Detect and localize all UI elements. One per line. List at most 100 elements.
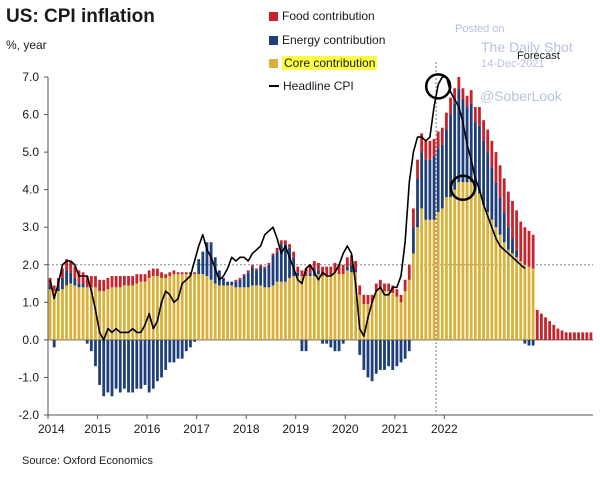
bar-core-76	[362, 304, 366, 340]
bar-food-58	[288, 244, 291, 248]
bar-food-14	[106, 277, 110, 290]
bar-food-11	[94, 276, 97, 288]
bar-core-14	[106, 289, 110, 340]
bar-food-49	[250, 264, 254, 267]
bar-energy-37	[201, 251, 205, 275]
bar-food-83	[391, 285, 395, 293]
bar-energy-7	[77, 283, 81, 288]
bar-core-2	[56, 291, 60, 340]
bar-core-52	[263, 287, 267, 340]
bar-core-111	[506, 249, 510, 340]
bar-core-101	[465, 182, 469, 340]
bar-core-81	[383, 291, 386, 340]
watermark-site: The Daily Shot	[481, 39, 573, 55]
bar-energy-79	[374, 339, 378, 374]
bar-core-4	[65, 285, 68, 340]
bar-food-31	[176, 272, 180, 275]
bar-core-23	[143, 281, 147, 340]
bar-food-16	[114, 276, 118, 288]
bar-food-19	[127, 276, 130, 286]
bar-energy-109	[498, 197, 502, 235]
food-swatch	[269, 11, 278, 21]
bar-food-21	[135, 274, 139, 284]
bar-energy-38	[205, 242, 209, 277]
bar-energy-89	[416, 178, 419, 228]
bar-food-72	[345, 257, 349, 267]
bar-food-53	[267, 262, 271, 265]
bar-energy-23	[143, 339, 147, 385]
y-tick-label-1: -1.0	[18, 370, 39, 384]
bar-food-46	[238, 277, 242, 280]
bar-food-67	[325, 266, 329, 277]
bar-core-87	[407, 279, 411, 340]
bar-core-97	[449, 197, 452, 340]
bar-food-77	[366, 294, 370, 305]
bar-energy-42	[222, 277, 225, 286]
bar-core-93	[432, 219, 436, 340]
bar-core-117	[531, 268, 535, 340]
bar-core-65	[317, 274, 320, 340]
x-tick-label-8: 2022	[431, 422, 458, 436]
bar-core-106	[486, 212, 490, 340]
bar-core-86	[403, 291, 407, 340]
bar-core-69	[333, 272, 337, 340]
bar-food-45	[234, 279, 238, 282]
y-tick-label-5: 3.0	[22, 220, 39, 234]
bar-core-107	[490, 219, 494, 340]
bar-energy-11	[94, 339, 97, 367]
bar-energy-86	[403, 339, 407, 359]
bar-food-116	[527, 230, 531, 267]
bar-energy-27	[160, 339, 163, 378]
bar-energy-102	[469, 103, 473, 183]
legend-energy: Energy contribution	[269, 33, 385, 47]
bar-energy-74	[354, 270, 357, 273]
bar-food-22	[139, 274, 143, 282]
bar-core-25	[151, 276, 155, 340]
bar-energy-4	[65, 270, 68, 286]
bar-core-89	[416, 227, 419, 340]
bar-food-88	[411, 208, 415, 228]
bar-energy-68	[329, 339, 333, 348]
bar-food-24	[147, 270, 151, 278]
bar-energy-19	[127, 339, 130, 393]
bar-food-64	[312, 261, 316, 269]
bar-energy-57	[284, 244, 287, 282]
axis-layer: -2.0 -1.0 0.0 1.0 2.0 3.0 4.0 5.0 6.0 7.0 2014 2015…	[18, 70, 593, 436]
bar-core-72	[345, 270, 349, 340]
bar-core-64	[312, 276, 316, 340]
bar-energy-84	[395, 339, 399, 367]
bar-core-82	[387, 291, 391, 340]
bar-energy-87	[407, 339, 411, 352]
bar-food-61	[300, 270, 304, 277]
bar-food-114	[519, 221, 523, 262]
bar-core-43	[226, 285, 230, 340]
bar-food-79	[374, 283, 378, 292]
bar-food-98	[453, 88, 457, 104]
bar-food-70	[337, 264, 341, 275]
bar-energy-31	[176, 339, 180, 359]
bar-food-10	[89, 276, 93, 288]
bar-energy-113	[515, 249, 519, 258]
bar-food-59	[292, 251, 296, 258]
bar-core-63	[308, 276, 312, 340]
bar-food-101	[465, 95, 469, 108]
legend-food-label: Food contribution	[282, 9, 375, 23]
bar-core-55	[275, 281, 279, 340]
bar-core-105	[482, 204, 485, 340]
bar-core-40	[213, 283, 217, 340]
bar-core-0	[48, 289, 52, 340]
bar-core-70	[337, 274, 341, 340]
bar-energy-105	[482, 140, 485, 205]
watermark-date: 14-Dec-2021	[481, 58, 545, 70]
y-tick-label-7: 5.0	[22, 145, 39, 159]
bar-core-114	[519, 261, 523, 340]
bar-food-96	[445, 112, 448, 130]
bar-food-97	[449, 97, 452, 115]
x-tick-label-1: 2015	[84, 422, 111, 436]
bar-food-1	[52, 285, 56, 292]
bar-energy-76	[362, 339, 366, 370]
bar-food-131	[589, 332, 593, 340]
bar-core-73	[350, 272, 353, 340]
bar-food-109	[498, 165, 502, 198]
bar-food-123	[556, 328, 560, 340]
